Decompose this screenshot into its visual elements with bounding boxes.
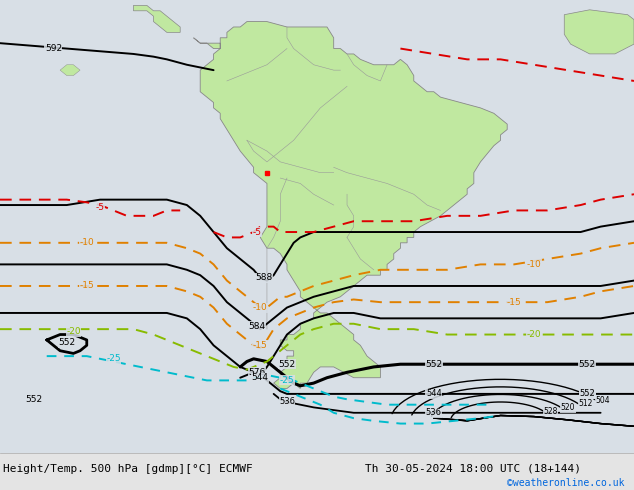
Text: Height/Temp. 500 hPa [gdmp][°C] ECMWF: Height/Temp. 500 hPa [gdmp][°C] ECMWF: [3, 464, 253, 474]
Text: 520: 520: [560, 403, 575, 412]
Text: 536: 536: [426, 408, 442, 417]
Text: 552: 552: [58, 338, 75, 347]
Bar: [0, 453, 634, 490]
Text: -25: -25: [280, 376, 294, 385]
Text: 512: 512: [578, 399, 592, 408]
Text: 588: 588: [255, 273, 272, 282]
Text: 544: 544: [252, 373, 269, 382]
Text: ©weatheronline.co.uk: ©weatheronline.co.uk: [507, 478, 624, 489]
Text: 552: 552: [425, 360, 443, 368]
Text: 576: 576: [249, 368, 266, 377]
Text: -15: -15: [79, 281, 94, 291]
Text: 552: 552: [579, 360, 596, 368]
Text: 544: 544: [579, 390, 595, 398]
Text: 592: 592: [45, 44, 62, 53]
Polygon shape: [193, 22, 507, 389]
Text: -25: -25: [106, 354, 120, 363]
Text: -5: -5: [96, 203, 105, 212]
Text: 552: 552: [25, 395, 42, 404]
Text: -10: -10: [253, 303, 268, 312]
Text: 544: 544: [426, 390, 442, 398]
Text: -20: -20: [527, 330, 541, 339]
Text: 536: 536: [279, 397, 295, 407]
Polygon shape: [134, 5, 180, 32]
Text: 584: 584: [249, 322, 266, 331]
Text: -10: -10: [526, 260, 541, 269]
Text: -10: -10: [79, 238, 94, 247]
Text: -15: -15: [253, 341, 268, 350]
Text: Th 30-05-2024 18:00 UTC (18+144): Th 30-05-2024 18:00 UTC (18+144): [365, 464, 581, 474]
Polygon shape: [60, 65, 80, 75]
Text: -20: -20: [66, 327, 81, 336]
Text: 552: 552: [278, 360, 295, 368]
Text: 552: 552: [579, 390, 595, 398]
Polygon shape: [564, 10, 634, 54]
Text: -15: -15: [507, 297, 521, 307]
Text: -5: -5: [252, 227, 261, 237]
Text: 504: 504: [595, 395, 610, 405]
Text: 528: 528: [543, 407, 558, 416]
